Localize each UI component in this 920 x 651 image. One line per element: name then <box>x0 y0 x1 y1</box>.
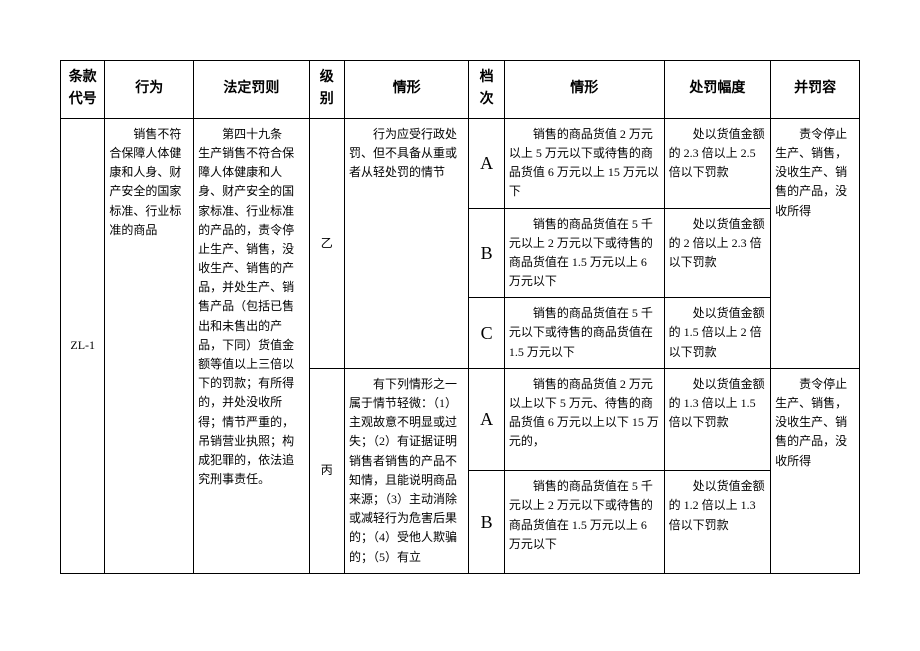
cell-act: 销售不符合保障人体健康和人身、财产安全的国家标准、行业标准的商品 <box>105 118 194 573</box>
header-circ2: 情形 <box>504 61 664 119</box>
header-range: 处罚幅度 <box>664 61 771 119</box>
header-row: 条款代号 行为 法定罚则 级别 情形 档次 情形 处罚幅度 并罚容 <box>61 61 860 119</box>
cell-circ2-yi-A: 销售的商品货值 2 万元以上 5 万元以下或待售的商品货值 6 万元以上 15 … <box>504 118 664 208</box>
cell-tier-yi-C: C <box>469 298 505 369</box>
cell-range-bing-A: 处以货值金额的 1.3 倍以上 1.5 倍以下罚款 <box>664 368 771 470</box>
cell-range-bing-B: 处以货值金额的 1.2 倍以上 1.3 倍以下罚款 <box>664 471 771 573</box>
table-row: ZL-1 销售不符合保障人体健康和人身、财产安全的国家标准、行业标准的商品 第四… <box>61 118 860 208</box>
header-penalty: 法定罚则 <box>194 61 309 119</box>
cell-level-bing: 丙 <box>309 368 345 573</box>
cell-circ2-yi-C: 销售的商品货值在 5 千元以下或待售的商品货值在 1.5 万元以下 <box>504 298 664 369</box>
header-act: 行为 <box>105 61 194 119</box>
cell-circ1-bing: 有下列情形之一属于情节轻微：（1）主观故意不明显或过失；（2）有证据证明销售者销… <box>345 368 469 573</box>
cell-circ2-bing-B: 销售的商品货值在 5 千元以上 2 万元以下或待售的商品货值在 1.5 万元以上… <box>504 471 664 573</box>
header-level: 级别 <box>309 61 345 119</box>
cell-tier-yi-A: A <box>469 118 505 208</box>
cell-tier-yi-B: B <box>469 208 505 298</box>
cell-level-yi: 乙 <box>309 118 345 368</box>
header-tier: 档次 <box>469 61 505 119</box>
cell-penalty: 第四十九条 生产销售不符合保障人体健康和人身、财产安全的国家标准、行业标准的产品… <box>194 118 309 573</box>
cell-tier-bing-A: A <box>469 368 505 470</box>
cell-extra-bing: 责令停止生产、销售，没收生产、销售的产品，没收所得 <box>771 368 860 573</box>
cell-extra-yi: 责令停止生产、销售，没收生产、销售的产品，没收所得 <box>771 118 860 368</box>
cell-code: ZL-1 <box>61 118 105 573</box>
header-code: 条款代号 <box>61 61 105 119</box>
penalty-table: 条款代号 行为 法定罚则 级别 情形 档次 情形 处罚幅度 并罚容 ZL-1 销… <box>60 60 860 574</box>
cell-tier-bing-B: B <box>469 471 505 573</box>
cell-circ2-bing-A: 销售的商品货值 2 万元以上以下 5 万元、待售的商品货值 6 万元以上以下 1… <box>504 368 664 470</box>
cell-circ1-yi: 行为应受行政处罚、但不具备从重或者从轻处罚的情节 <box>345 118 469 368</box>
cell-range-yi-B: 处以货值金额的 2 倍以上 2.3 倍以下罚款 <box>664 208 771 298</box>
header-extra: 并罚容 <box>771 61 860 119</box>
cell-range-yi-A: 处以货值金额的 2.3 倍以上 2.5 倍以下罚款 <box>664 118 771 208</box>
cell-range-yi-C: 处以货值金额的 1.5 倍以上 2 倍以下罚款 <box>664 298 771 369</box>
header-circ1: 情形 <box>345 61 469 119</box>
cell-circ2-yi-B: 销售的商品货值在 5 千元以上 2 万元以下或待售的商品货值在 1.5 万元以上… <box>504 208 664 298</box>
